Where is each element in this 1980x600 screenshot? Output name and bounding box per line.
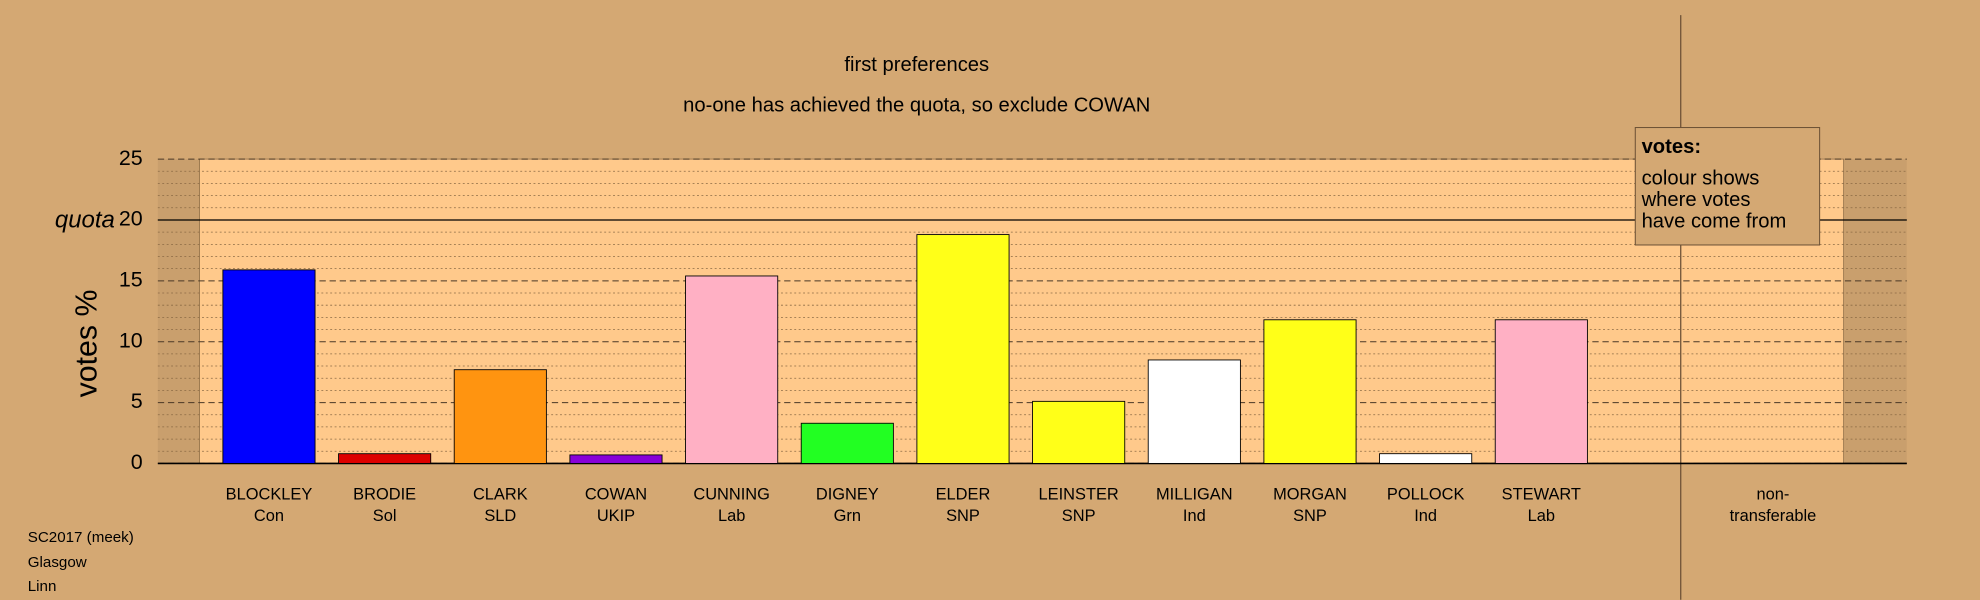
- footer-text: SC2017 (meek): [28, 529, 134, 546]
- x-tick-sublabel: Ind: [1183, 507, 1206, 525]
- y-axis-label: votes %: [70, 290, 103, 398]
- footer-text: Glasgow: [28, 554, 87, 571]
- bar: [338, 453, 432, 464]
- bar: [685, 275, 779, 464]
- chart-title: first preferences: [844, 54, 989, 76]
- x-tick-sublabel: SNP: [1062, 507, 1096, 525]
- bar: [222, 269, 316, 464]
- side-band: [1843, 159, 1907, 464]
- bar: [569, 454, 663, 464]
- x-tick-label: CLARK: [473, 485, 528, 503]
- y-tick-label: 15: [119, 268, 143, 292]
- chart-subtitle: no-one has achieved the quota, so exclud…: [683, 94, 1150, 116]
- bar: [1494, 319, 1588, 464]
- legend-box: [1634, 127, 1821, 246]
- x-tick-sublabel: Ind: [1414, 507, 1437, 525]
- bar: [916, 234, 1010, 464]
- x-tick-sublabel: Con: [254, 507, 284, 525]
- x-tick-sublabel: transferable: [1730, 507, 1817, 525]
- x-tick-label: LEINSTER: [1039, 485, 1119, 503]
- y-tick-label: 10: [119, 328, 143, 352]
- x-tick-sublabel: SNP: [946, 507, 980, 525]
- y-tick-label: 0: [131, 450, 143, 474]
- x-tick-sublabel: SLD: [484, 507, 516, 525]
- x-tick-sublabel: SNP: [1293, 507, 1327, 525]
- quota-label: quota: [55, 207, 115, 234]
- x-tick-label: CUNNING: [693, 485, 770, 503]
- side-band: [157, 159, 200, 464]
- x-tick-sublabel: UKIP: [597, 507, 635, 525]
- x-tick-label: COWAN: [585, 485, 647, 503]
- y-tick-label: 5: [131, 389, 143, 413]
- footer-text: Linn: [28, 578, 57, 595]
- x-tick-sublabel: Sol: [373, 507, 397, 525]
- legend-text: have come from: [1642, 211, 1787, 233]
- x-tick-sublabel: Grn: [834, 507, 861, 525]
- x-tick-label: STEWART: [1502, 485, 1581, 503]
- x-tick-label: DIGNEY: [816, 485, 879, 503]
- bar: [1032, 400, 1126, 464]
- x-tick-sublabel: Lab: [1528, 507, 1555, 525]
- x-tick-label: MORGAN: [1273, 485, 1347, 503]
- bar: [1263, 319, 1357, 464]
- x-tick-label: POLLOCK: [1387, 485, 1465, 503]
- bars: [222, 234, 1588, 464]
- bar: [1147, 359, 1241, 464]
- legend-title: votes:: [1642, 136, 1701, 158]
- bar: [453, 369, 547, 464]
- legend-text: where votes: [1641, 189, 1751, 211]
- x-tick-label: MILLIGAN: [1156, 485, 1233, 503]
- bar: [1379, 453, 1473, 464]
- x-tick-label: ELDER: [936, 485, 991, 503]
- x-tick-label: BLOCKLEY: [226, 485, 313, 503]
- legend-text: colour shows: [1642, 168, 1760, 190]
- plot-area: [199, 158, 1845, 464]
- x-tick-label: non-: [1756, 485, 1789, 503]
- y-tick-label: 25: [119, 146, 143, 170]
- x-tick-sublabel: Lab: [718, 507, 745, 525]
- bar: [800, 422, 894, 464]
- chart-body: first preferences no-one has achieved th…: [28, 15, 1907, 600]
- y-tick-label: 20: [119, 207, 143, 231]
- x-tick-label: BRODIE: [353, 485, 416, 503]
